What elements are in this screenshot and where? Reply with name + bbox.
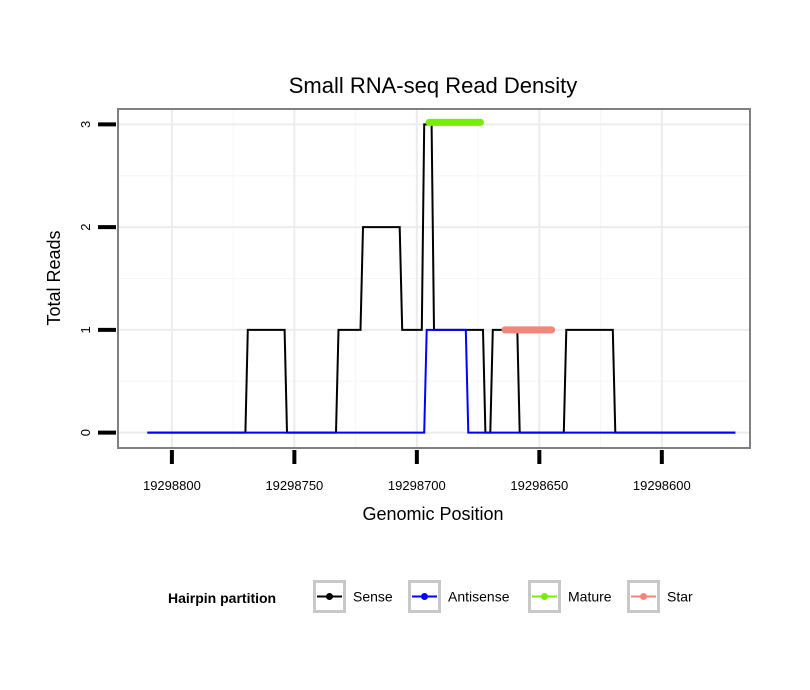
series-line-antisense — [147, 328, 736, 434]
x-axis: 19298800 19298750 19298700 19298650 19298600 — [143, 450, 691, 493]
series-layer — [147, 118, 736, 434]
legend-key-point — [326, 593, 333, 600]
x-tick-label: 19298600 — [633, 478, 691, 493]
legend-item-sense: Sense — [313, 580, 393, 613]
y-tick-label: 2 — [78, 224, 93, 231]
legend-label: Star — [667, 589, 693, 605]
legend-item-mature: Mature — [528, 580, 612, 613]
y-tick-label: 1 — [78, 326, 93, 333]
legend-label: Mature — [568, 589, 612, 605]
y-axis-title: Total Reads — [44, 230, 64, 325]
legend-key-point — [541, 593, 548, 600]
legend-label: Antisense — [448, 589, 510, 605]
chart-title: Small RNA-seq Read Density — [289, 73, 578, 98]
legend-key-point — [421, 593, 428, 600]
y-tick-label: 0 — [78, 429, 93, 436]
plot-border — [117, 108, 751, 449]
y-tick-label: 3 — [78, 121, 93, 128]
x-axis-title: Genomic Position — [362, 504, 503, 524]
x-tick-label: 19298700 — [388, 478, 446, 493]
legend: Hairpin partition Sense Antisense Mature St… — [168, 580, 693, 613]
legend-label: Sense — [353, 589, 393, 605]
legend-item-star: Star — [627, 580, 693, 613]
x-tick-label: 19298650 — [510, 478, 568, 493]
legend-key-point — [640, 593, 647, 600]
x-tick-label: 19298750 — [265, 478, 323, 493]
legend-item-antisense: Antisense — [408, 580, 510, 613]
x-tick-label: 19298800 — [143, 478, 201, 493]
y-axis: 0 1 2 3 — [78, 121, 116, 436]
legend-title: Hairpin partition — [168, 590, 276, 606]
